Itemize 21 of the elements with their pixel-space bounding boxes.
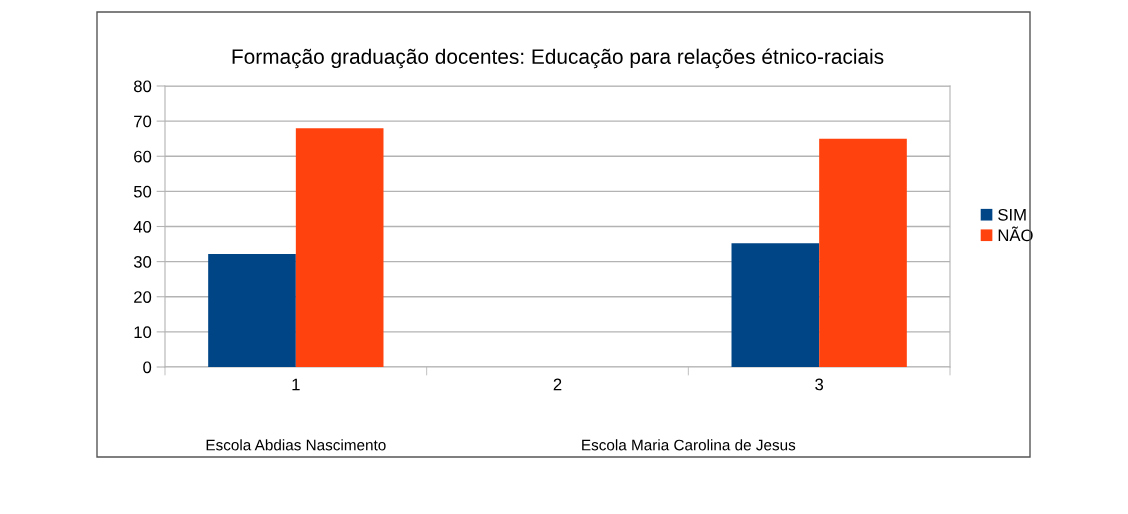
bar <box>819 138 907 367</box>
bar <box>731 243 820 367</box>
x-tick-label: 2 <box>553 378 562 391</box>
y-tick-label: 80 <box>133 80 152 93</box>
y-tick-label: 30 <box>133 256 152 268</box>
bar <box>295 128 384 367</box>
legend-label: SIM <box>998 208 1026 221</box>
chart-title: Formação graduação docentes: Educação para relações étnico-raciais <box>232 48 884 69</box>
bar <box>208 253 296 367</box>
y-tick-label: 20 <box>134 291 152 303</box>
y-tick-label: 60 <box>134 150 152 163</box>
y-tick-label: 40 <box>133 220 152 233</box>
y-tick-label: 10 <box>134 326 152 339</box>
y-tick-label: 70 <box>134 115 152 128</box>
text: Escola Abdias Nascimento <box>206 439 386 451</box>
x-tick-label: 3 <box>815 378 824 391</box>
y-tick-label: 50 <box>133 185 152 198</box>
legend-label: NÃO <box>998 226 1033 242</box>
y-tick-label: 0 <box>143 361 152 374</box>
text: Escola Maria Carolina de Jesus <box>582 439 796 451</box>
x-tick-label: 1 <box>292 378 300 391</box>
